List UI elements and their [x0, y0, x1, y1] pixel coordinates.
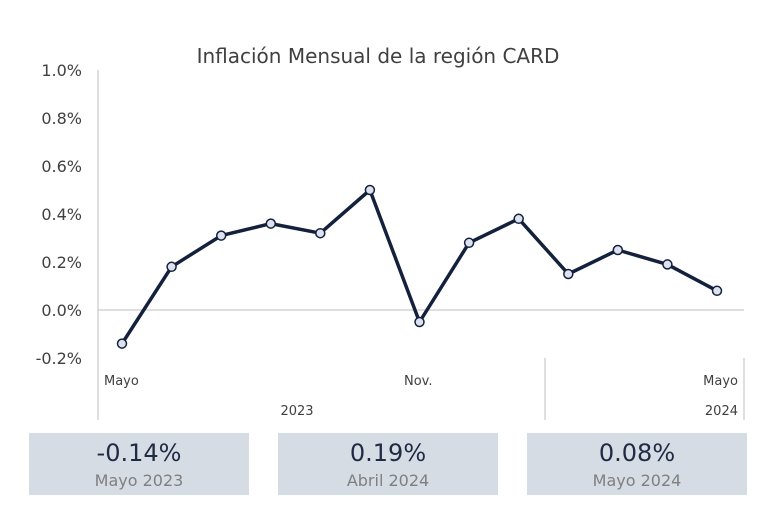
data-point-5: [364, 184, 376, 196]
data-point-12: [711, 285, 723, 297]
x-tick-label-nov: Nov.: [404, 374, 433, 389]
data-point-4: [315, 227, 326, 239]
series-layer: [116, 184, 723, 349]
inflation-line-chart: Inflación Mensual de la región CARD -0.2…: [36, 44, 745, 420]
kpi-value: 0.19%: [349, 439, 427, 467]
kpi-label: Mayo 2024: [592, 471, 682, 490]
data-point-0: [116, 338, 128, 349]
kpi-value: 0.08%: [598, 439, 676, 467]
chart-title: Inflación Mensual de la región CARD: [197, 44, 560, 68]
kpi-label: Mayo 2023: [94, 471, 184, 490]
data-point-9: [563, 268, 574, 280]
y-tick-label: 0.0%: [41, 301, 82, 320]
data-point-2: [215, 230, 227, 241]
data-point-1: [166, 261, 177, 273]
data-point-8: [513, 213, 524, 225]
x-tick-label-mayo-2023: Mayo: [104, 374, 139, 389]
y-tick-label: 1.0%: [41, 61, 82, 80]
kpi-card-mayo-2024: 0.08% Mayo 2024: [527, 433, 747, 495]
y-tick-label: 0.6%: [41, 157, 82, 176]
kpi-label: Abril 2024: [346, 471, 430, 490]
data-point-3: [265, 218, 277, 229]
data-point-11: [662, 259, 673, 270]
data-point-7: [463, 237, 475, 249]
year-label-2023: 2023: [280, 404, 313, 419]
x-tick-label-mayo-2024: Mayo: [703, 374, 738, 389]
y-tick-label: 0.8%: [41, 109, 82, 128]
y-tick-label: 0.2%: [41, 253, 82, 272]
y-tick-label: 0.4%: [41, 205, 82, 224]
y-tick-label: -0.2%: [36, 349, 82, 368]
kpi-card-mayo-2023: -0.14% Mayo 2023: [29, 433, 249, 495]
data-point-10: [612, 244, 624, 256]
year-label-2024: 2024: [705, 404, 738, 419]
kpi-card-abril-2024: 0.19% Abril 2024: [278, 433, 498, 495]
data-point-6: [414, 316, 425, 328]
kpi-value: -0.14%: [96, 439, 182, 467]
